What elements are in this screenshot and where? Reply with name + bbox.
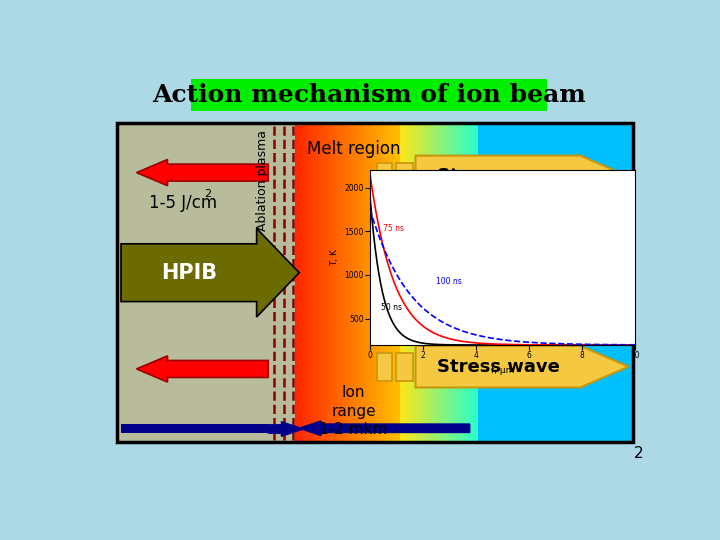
FancyArrow shape	[137, 159, 269, 186]
Polygon shape	[121, 228, 300, 317]
X-axis label: f, μm: f, μm	[491, 366, 514, 375]
Text: Melt region: Melt region	[307, 140, 400, 159]
Polygon shape	[415, 346, 629, 388]
FancyBboxPatch shape	[396, 163, 413, 190]
Text: Stress wave: Stress wave	[437, 167, 560, 185]
FancyBboxPatch shape	[121, 424, 269, 433]
Polygon shape	[415, 156, 629, 197]
FancyBboxPatch shape	[477, 123, 632, 442]
Text: Ablation plasma: Ablation plasma	[256, 130, 269, 231]
FancyBboxPatch shape	[377, 163, 392, 190]
FancyArrow shape	[137, 356, 269, 382]
FancyBboxPatch shape	[396, 353, 413, 381]
Text: 100 ns: 100 ns	[436, 276, 462, 286]
Text: $10^8$-$10^9$ K/c: $10^8$-$10^9$ K/c	[492, 237, 618, 262]
Text: HPIB: HPIB	[161, 262, 217, 283]
Text: 50 ns: 50 ns	[381, 303, 402, 312]
Text: Action mechanism of ion beam: Action mechanism of ion beam	[152, 83, 586, 107]
Text: 1-5 J/cm: 1-5 J/cm	[149, 194, 217, 212]
FancyArrow shape	[300, 421, 469, 436]
Text: 2: 2	[634, 446, 644, 461]
FancyArrow shape	[269, 422, 303, 436]
Text: Stress wave: Stress wave	[437, 357, 560, 376]
Text: 75 ns: 75 ns	[383, 224, 404, 233]
Text: 2: 2	[204, 189, 211, 199]
Text: Ion
range
1-2 mkm: Ion range 1-2 mkm	[320, 385, 387, 437]
Y-axis label: T, K: T, K	[330, 249, 339, 266]
FancyBboxPatch shape	[117, 123, 295, 442]
FancyBboxPatch shape	[191, 79, 547, 111]
FancyBboxPatch shape	[377, 353, 392, 381]
